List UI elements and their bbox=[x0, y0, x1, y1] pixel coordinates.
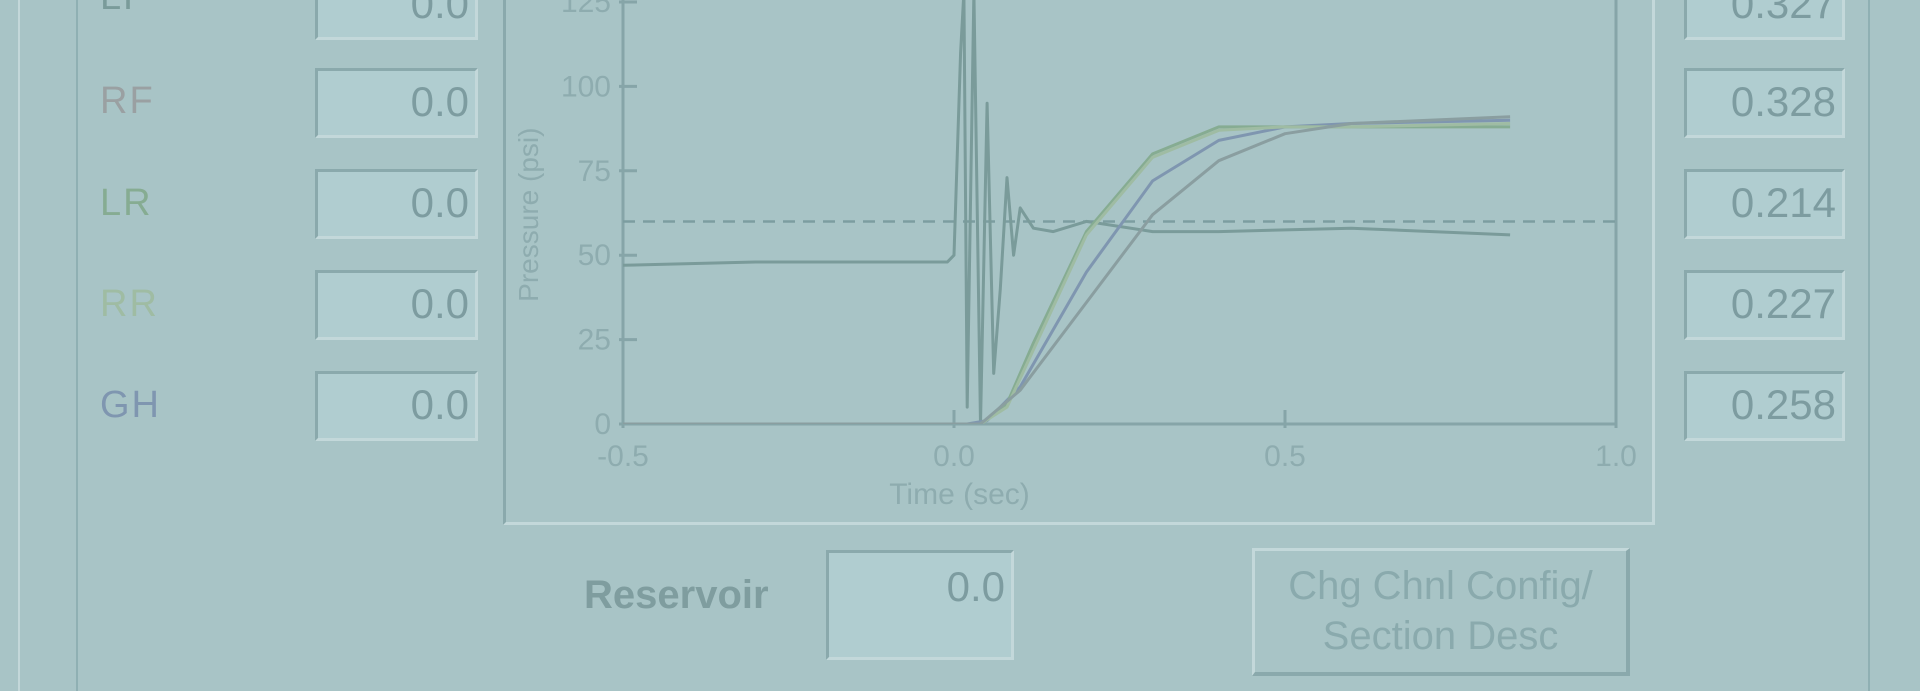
x-tick-label: 0.0 bbox=[933, 440, 975, 473]
channel-value-gh[interactable]: 0.0 bbox=[315, 371, 478, 441]
series-line-2 bbox=[623, 118, 1511, 424]
channel-value-lf[interactable]: 0.0 bbox=[315, 0, 478, 40]
channel-peak-gh[interactable]: 0.258 bbox=[1684, 371, 1845, 441]
series-line-1 bbox=[623, 0, 1511, 424]
y-tick-label: 50 bbox=[578, 239, 611, 272]
frame-left-inner bbox=[76, 0, 78, 691]
frame-left-edge bbox=[18, 0, 20, 691]
config-button-line2: Section Desc bbox=[1322, 614, 1559, 658]
series-line-4 bbox=[623, 122, 1511, 424]
config-button-line1: Chg Chnl Config/ bbox=[1288, 564, 1593, 608]
y-tick-label: 75 bbox=[578, 155, 611, 188]
channel-peak-rf[interactable]: 0.328 bbox=[1684, 68, 1845, 138]
channel-peak-lr[interactable]: 0.214 bbox=[1684, 169, 1845, 239]
reservoir-value[interactable]: 0.0 bbox=[826, 550, 1014, 660]
y-tick-label: 25 bbox=[578, 324, 611, 357]
x-axis-label: Time (sec) bbox=[889, 478, 1030, 511]
channel-value-lr[interactable]: 0.0 bbox=[315, 169, 478, 239]
x-tick-label: 0.5 bbox=[1264, 440, 1306, 473]
channel-label-gh: GH bbox=[100, 384, 161, 426]
y-tick-label: 0 bbox=[594, 408, 611, 441]
x-tick-label: -0.5 bbox=[597, 440, 649, 473]
change-channel-config-button[interactable]: Chg Chnl Config/ Section Desc bbox=[1252, 548, 1630, 676]
y-axis-label: Pressure (psi) bbox=[513, 128, 544, 302]
frame-right-inner bbox=[1868, 0, 1870, 691]
x-tick-label: 1.0 bbox=[1595, 440, 1637, 473]
channel-label-rf: RF bbox=[100, 80, 155, 122]
channel-peak-lf[interactable]: 0.327 bbox=[1684, 0, 1845, 40]
pressure-time-chart: -0.5 0.0 0.5 1.0 0 25 50 75 100 125 Time (sec) Pres… bbox=[513, 0, 1637, 511]
series-line-5 bbox=[623, 115, 1511, 424]
channel-label-lf: LF bbox=[100, 0, 148, 19]
channel-value-rr[interactable]: 0.0 bbox=[315, 270, 478, 340]
y-tick-label: 100 bbox=[561, 70, 611, 103]
pressure-chart-frame: -0.5 0.0 0.5 1.0 0 25 50 75 100 125 Time (sec) Pres… bbox=[503, 0, 1655, 525]
channel-label-lr: LR bbox=[100, 182, 153, 224]
channel-value-rf[interactable]: 0.0 bbox=[315, 68, 478, 138]
reservoir-label: Reservoir bbox=[584, 573, 769, 617]
y-tick-label: 125 bbox=[561, 0, 611, 19]
channel-label-rr: RR bbox=[100, 283, 159, 325]
channel-peak-rr[interactable]: 0.227 bbox=[1684, 270, 1845, 340]
